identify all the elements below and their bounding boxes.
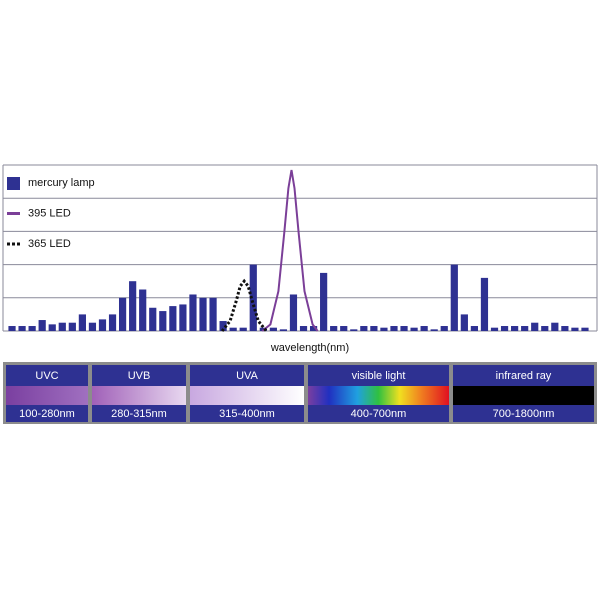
bar: [370, 326, 378, 331]
bar: [410, 327, 418, 331]
bar: [500, 326, 509, 331]
bar: [18, 326, 26, 331]
bar: [420, 326, 428, 331]
bar: [239, 327, 247, 331]
band-gradient: [6, 386, 88, 405]
bar: [299, 326, 308, 331]
bar: [88, 322, 97, 331]
bar: [511, 326, 519, 331]
band-range: 100-280nm: [19, 408, 75, 420]
bar: [390, 326, 398, 331]
bar: [490, 327, 499, 331]
band-range: 400-700nm: [351, 408, 407, 420]
band-range: 280-315nm: [111, 408, 167, 420]
bar: [551, 322, 559, 331]
band-name: infrared ray: [496, 370, 552, 382]
series-line: [261, 169, 319, 332]
band-name: UVC: [35, 370, 58, 382]
bar: [480, 277, 489, 331]
bar: [360, 326, 368, 331]
band-header: [6, 365, 88, 386]
bar: [440, 326, 448, 331]
bar: [521, 326, 529, 331]
band-name: UVB: [128, 370, 151, 382]
bar: [400, 326, 408, 331]
plot-area: [2, 164, 598, 332]
band-gradient: [308, 386, 449, 405]
bar: [561, 326, 569, 331]
x-axis-label: wavelength(nm): [270, 342, 349, 354]
bar: [58, 322, 66, 331]
bar: [249, 264, 257, 331]
bar: [571, 327, 579, 331]
bar: [269, 327, 277, 331]
bar: [330, 326, 338, 331]
legend-label: mercury lamp: [28, 177, 95, 189]
bar: [108, 314, 117, 331]
bar: [68, 322, 76, 331]
bar: [48, 324, 56, 331]
spectrum-bands: UVC 100-280nm UVB 280-315nm UVA 315-400nm visi…: [6, 365, 594, 422]
bar: [118, 297, 127, 331]
legend-label: 395 LED: [28, 207, 71, 219]
bar: [209, 297, 217, 331]
band-gradient: [92, 386, 186, 405]
bar: [38, 320, 46, 331]
bar: [380, 327, 388, 331]
band-name: visible light: [352, 370, 406, 382]
bar: [179, 304, 187, 331]
bar: [219, 321, 227, 331]
bar: [199, 297, 207, 331]
bar: [78, 314, 86, 331]
bar: [189, 294, 197, 331]
bar: [450, 264, 458, 331]
band-header: [92, 365, 186, 386]
band-range: 315-400nm: [219, 408, 275, 420]
band-footer: [6, 405, 88, 422]
bar: [541, 326, 549, 331]
bar: [98, 319, 107, 331]
band-header: [308, 365, 449, 386]
bar: [470, 326, 479, 331]
band-gradient: [190, 386, 304, 405]
bar: [350, 329, 358, 331]
bar: [279, 329, 288, 331]
band-header: [190, 365, 304, 386]
band-footer: [453, 405, 594, 422]
band-header: [453, 365, 594, 386]
bar: [531, 322, 539, 331]
band-footer: [190, 405, 304, 422]
bar: [430, 329, 438, 331]
bar: [169, 306, 177, 331]
bar: [129, 281, 137, 331]
bar: [289, 294, 298, 331]
legend-label: 365 LED: [28, 238, 71, 250]
band-name: UVA: [236, 370, 258, 382]
bar: [229, 327, 237, 331]
bar: [340, 326, 348, 331]
bar: [8, 326, 16, 331]
band-footer: [92, 405, 186, 422]
bar: [28, 326, 36, 331]
band-gradient: [453, 386, 594, 405]
bar: [159, 311, 167, 331]
bar: [581, 327, 589, 331]
bar: [149, 307, 157, 331]
series-line: [220, 278, 268, 332]
bar: [139, 289, 147, 331]
bar: [320, 272, 328, 331]
bar: [309, 326, 318, 331]
legend-swatch: [7, 177, 20, 190]
band-range: 700-1800nm: [493, 408, 555, 420]
band-footer: [308, 405, 449, 422]
bar: [460, 314, 468, 331]
